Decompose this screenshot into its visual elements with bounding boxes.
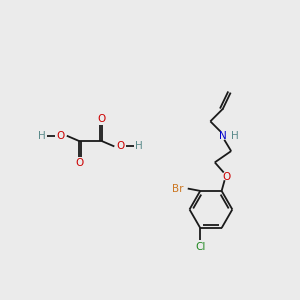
Text: O: O xyxy=(98,114,106,124)
Text: H: H xyxy=(135,141,143,152)
Text: H: H xyxy=(231,130,239,141)
Text: O: O xyxy=(75,158,83,168)
Text: N: N xyxy=(219,130,227,141)
Text: Br: Br xyxy=(172,184,183,194)
Text: O: O xyxy=(117,141,125,152)
Text: Cl: Cl xyxy=(195,242,206,252)
Text: O: O xyxy=(222,172,230,182)
Text: O: O xyxy=(56,131,64,141)
Text: H: H xyxy=(38,131,45,141)
